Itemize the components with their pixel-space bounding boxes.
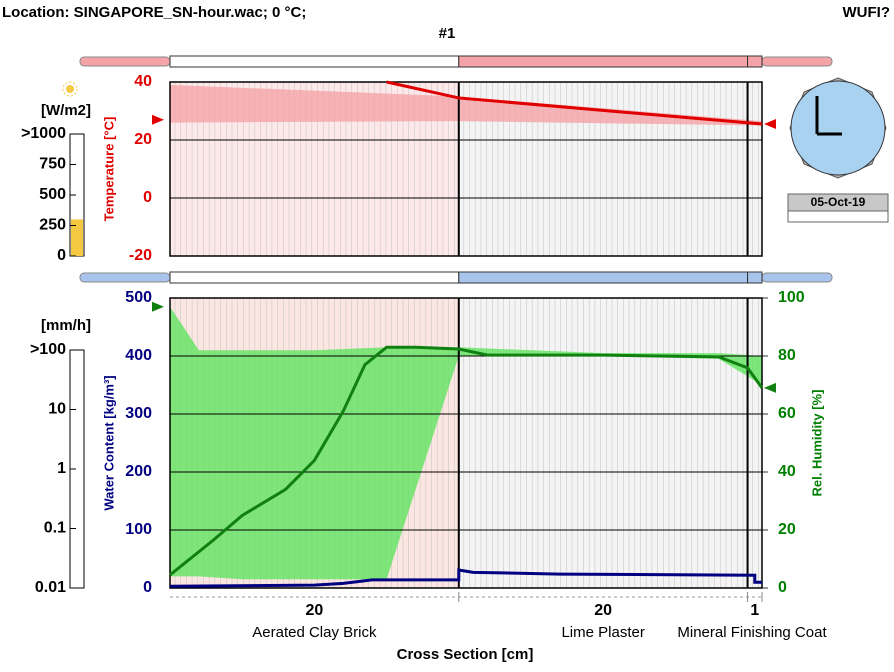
layer-name: Mineral Finishing Coat <box>677 624 827 641</box>
layer-background <box>458 298 748 588</box>
y2-tick-label: 80 <box>778 347 796 364</box>
layer-name: Aerated Clay Brick <box>252 624 377 641</box>
y-tick-label: 0 <box>143 189 152 206</box>
radiation-tick-label: 500 <box>39 186 66 203</box>
plot-frame <box>169 297 763 589</box>
boundary-marker <box>152 301 164 312</box>
app-title: WUFI? <box>843 4 890 21</box>
boundary-marker <box>764 119 776 130</box>
layer-bar <box>169 55 460 68</box>
y-tick-label: 20 <box>134 131 152 148</box>
run-label: #1 <box>439 25 456 42</box>
line-series <box>169 568 762 588</box>
envelope <box>170 306 762 580</box>
radiation-tick-label: 250 <box>39 217 66 234</box>
rain-tick-label: >100 <box>30 341 66 358</box>
boundary-marker <box>764 382 776 393</box>
layer-thickness: 1 <box>750 602 759 619</box>
layer-bar <box>458 271 749 284</box>
y2-axis-label: Rel. Humidity [%] <box>809 390 824 497</box>
y-tick-label: 40 <box>134 73 152 90</box>
clock-face <box>790 80 886 176</box>
rain-tick-label: 10 <box>48 401 66 418</box>
envelope <box>170 84 762 126</box>
boundary-bar <box>79 272 171 283</box>
rain-tick-label: 1 <box>57 460 66 477</box>
y-axis-label: Temperature [°C] <box>101 117 116 222</box>
plot-frame <box>169 81 763 257</box>
y2-tick-label: 20 <box>778 521 796 538</box>
x-axis-title: Cross Section [cm] <box>397 646 534 663</box>
y-tick-label: 100 <box>125 521 152 538</box>
y-tick-label: 400 <box>125 347 152 364</box>
radiation-bar <box>71 219 83 256</box>
layer-background <box>747 82 762 256</box>
layer-bar <box>747 271 763 284</box>
layer-bar <box>458 55 749 68</box>
y-tick-label: 300 <box>125 405 152 422</box>
rain-tick-label: 0.01 <box>35 579 66 596</box>
y2-tick-label: 60 <box>778 405 796 422</box>
y-axis-label: Water Content [kg/m³] <box>101 375 116 510</box>
layer-bar <box>747 55 763 68</box>
layer-name: Lime Plaster <box>561 624 644 641</box>
boundary-bar <box>761 272 833 283</box>
y2-tick-label: 0 <box>778 579 787 596</box>
clock <box>789 77 887 179</box>
layer-thickness: 20 <box>305 602 323 619</box>
line-series <box>386 80 763 126</box>
radiation-unit: [W/m2] <box>41 102 91 119</box>
radiation-tick-label: 750 <box>39 156 66 173</box>
y-tick-label: 200 <box>125 463 152 480</box>
y2-tick-label: 100 <box>778 289 805 306</box>
y2-tick-label: 40 <box>778 463 796 480</box>
date-box-lower <box>787 210 889 223</box>
y-tick-label: -20 <box>129 247 152 264</box>
radiation-tick-label: >1000 <box>21 125 66 142</box>
layer-bar <box>169 271 460 284</box>
boundary-bar <box>761 56 833 67</box>
radiation-tick-label: 0 <box>57 247 66 264</box>
line-series <box>169 345 764 577</box>
boundary-bar <box>79 56 171 67</box>
y-tick-label: 0 <box>143 579 152 596</box>
layer-background <box>747 298 762 588</box>
y-tick-label: 500 <box>125 289 152 306</box>
sun-icon <box>62 81 78 97</box>
rain-tick-label: 0.1 <box>44 520 66 537</box>
layer-thickness: 20 <box>594 602 612 619</box>
rain-unit: [mm/h] <box>41 317 91 334</box>
location: Location: SINGAPORE_SN-hour.wac; 0 °C; <box>2 4 306 21</box>
date: 05-Oct-19 <box>811 195 866 209</box>
boundary-marker <box>152 114 164 125</box>
